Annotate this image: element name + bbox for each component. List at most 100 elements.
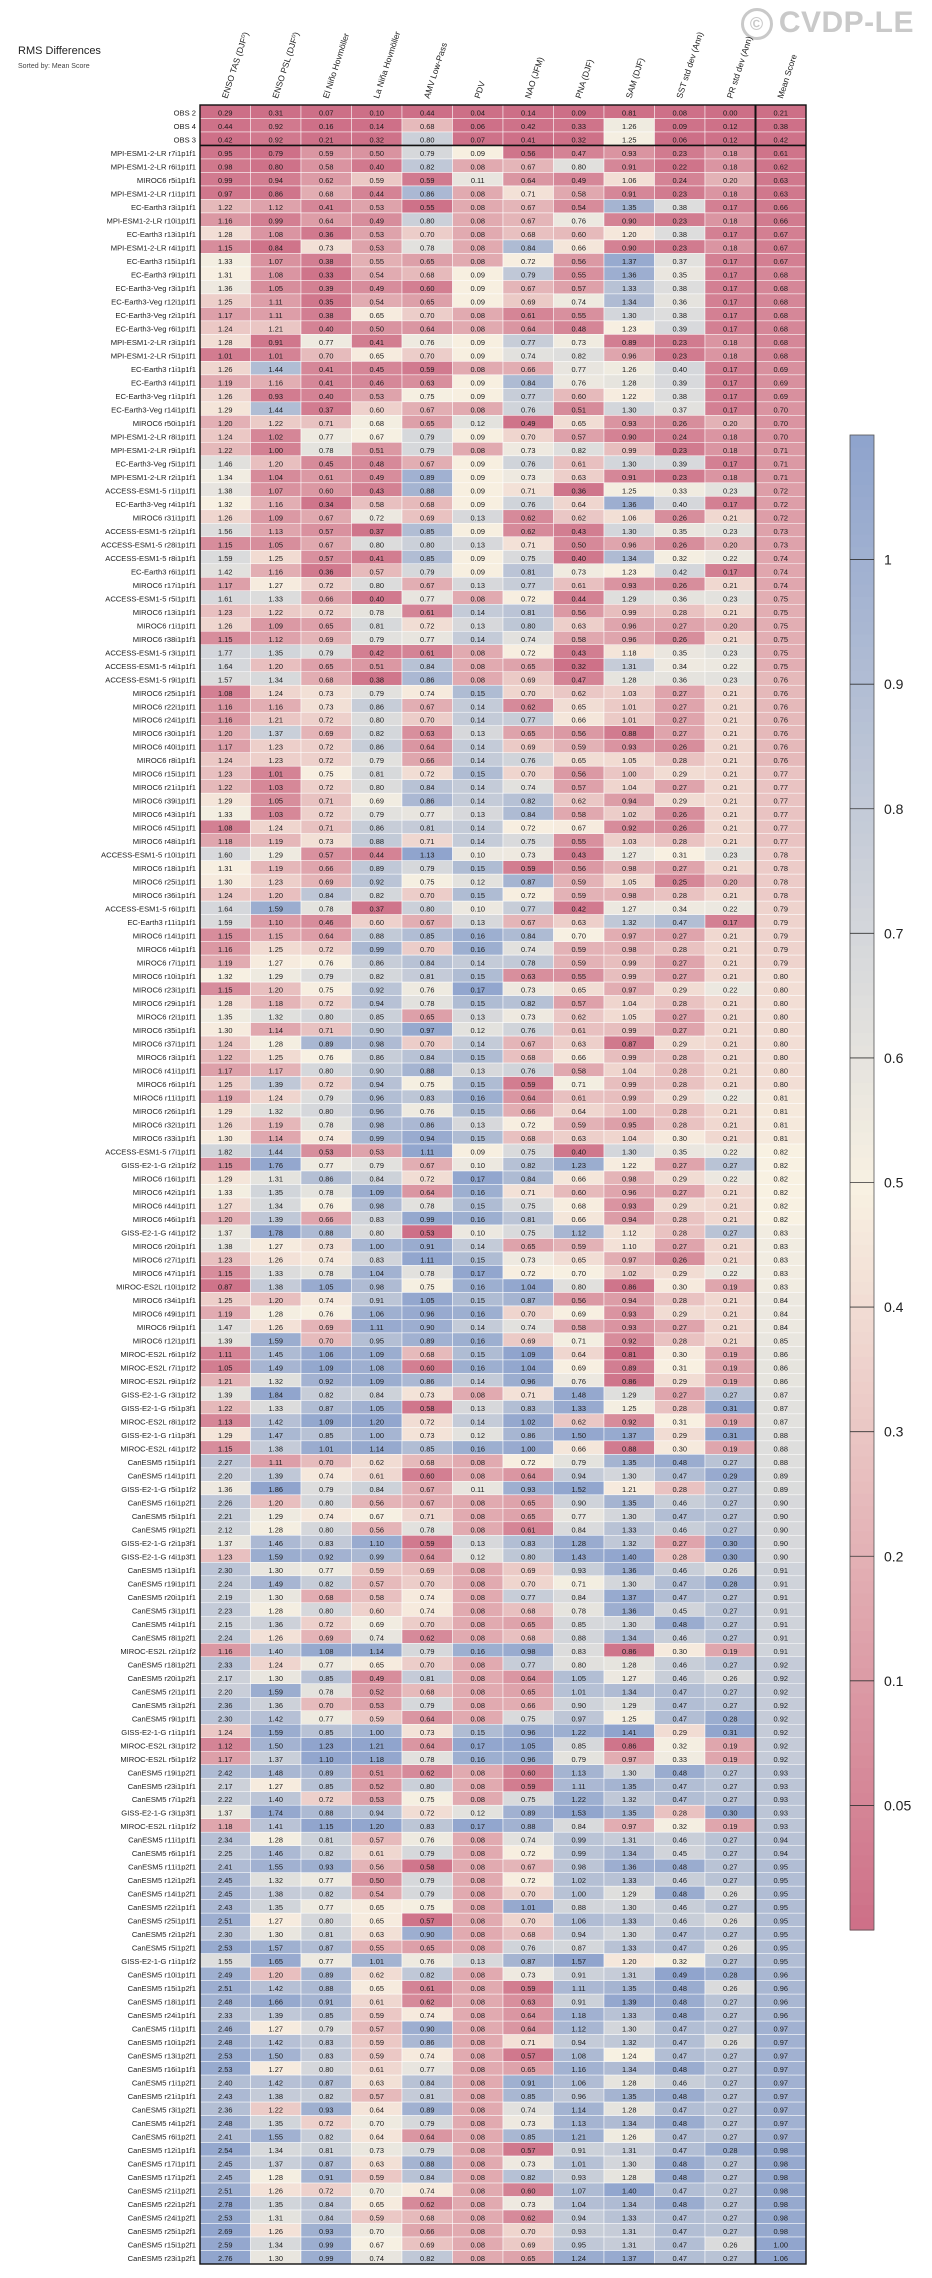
cell-value: 0.37 bbox=[370, 527, 384, 536]
cell-value: 0.96 bbox=[774, 1971, 788, 1980]
cell-value: 0.80 bbox=[370, 1229, 384, 1238]
cell-value: 0.14 bbox=[471, 716, 485, 725]
cell-value: 0.77 bbox=[319, 1903, 333, 1912]
cell-value: 0.21 bbox=[723, 743, 737, 752]
colorbar-segment bbox=[850, 1855, 874, 1869]
cell-value: 0.97 bbox=[774, 2052, 788, 2061]
cell-value: 0.27 bbox=[723, 1863, 737, 1872]
cell-value: 1.22 bbox=[622, 1161, 636, 1170]
cell-value: 0.98 bbox=[622, 864, 636, 873]
cell-value: 0.79 bbox=[269, 149, 283, 158]
cell-value: 0.92 bbox=[622, 1417, 636, 1426]
cell-value: 0.87 bbox=[319, 1944, 333, 1953]
cell-value: 0.13 bbox=[471, 1121, 485, 1130]
cell-value: 0.47 bbox=[673, 2146, 687, 2155]
cell-value: 0.78 bbox=[774, 851, 788, 860]
cell-value: 1.31 bbox=[622, 2227, 636, 2236]
cell-value: 0.08 bbox=[471, 1687, 485, 1696]
cell-value: 0.77 bbox=[572, 1512, 586, 1521]
cell-value: 0.82 bbox=[521, 999, 535, 1008]
cell-value: 0.81 bbox=[774, 1121, 788, 1130]
cell-value: 1.30 bbox=[622, 1903, 636, 1912]
cell-value: 0.68 bbox=[370, 419, 384, 428]
cell-value: 0.53 bbox=[370, 1795, 384, 1804]
cell-value: 0.13 bbox=[471, 581, 485, 590]
cell-value: 0.70 bbox=[370, 2227, 384, 2236]
cell-value: 1.25 bbox=[218, 297, 232, 306]
colorbar-segment bbox=[850, 1655, 874, 1669]
colorbar-segment bbox=[850, 1917, 874, 1931]
cell-value: 0.55 bbox=[572, 837, 586, 846]
cell-value: 0.84 bbox=[319, 891, 333, 900]
cell-value: 1.21 bbox=[269, 716, 283, 725]
cell-value: 1.29 bbox=[218, 1175, 232, 1184]
cell-value: 1.06 bbox=[572, 2079, 586, 2088]
cell-value: 1.35 bbox=[622, 2092, 636, 2101]
cell-value: 1.44 bbox=[269, 405, 283, 414]
cell-value: 0.47 bbox=[673, 1579, 687, 1588]
cell-value: 0.99 bbox=[622, 1053, 636, 1062]
cell-value: 0.26 bbox=[673, 540, 687, 549]
cell-value: 0.09 bbox=[471, 297, 485, 306]
cell-value: 0.75 bbox=[420, 1282, 434, 1291]
cell-value: 0.70 bbox=[319, 1701, 333, 1710]
cell-value: 0.84 bbox=[521, 1175, 535, 1184]
cell-value: 0.83 bbox=[319, 1539, 333, 1548]
row-label: CanESM5 r1i1p1f1 bbox=[132, 2025, 196, 2034]
cell-value: 0.13 bbox=[471, 918, 485, 927]
cell-value: 1.44 bbox=[269, 1148, 283, 1157]
colorbar-segment bbox=[850, 1307, 874, 1321]
cell-value: 1.31 bbox=[622, 662, 636, 671]
cell-value: 0.82 bbox=[774, 1202, 788, 1211]
row-label: EC-Earth3-Veg r12i1p1f1 bbox=[111, 297, 196, 306]
cell-value: 1.37 bbox=[269, 2160, 283, 2169]
cell-value: 0.77 bbox=[774, 824, 788, 833]
colorbar-segment bbox=[850, 808, 874, 822]
cell-value: 0.60 bbox=[319, 486, 333, 495]
cell-value: 0.87 bbox=[521, 1296, 535, 1305]
cell-value: 0.92 bbox=[774, 1674, 788, 1683]
cell-value: 0.88 bbox=[370, 837, 384, 846]
cell-value: 0.63 bbox=[572, 621, 586, 630]
cell-value: 0.21 bbox=[723, 864, 737, 873]
cell-value: 1.05 bbox=[622, 878, 636, 887]
cell-value: 0.59 bbox=[420, 365, 434, 374]
cell-value: 0.66 bbox=[521, 1701, 535, 1710]
cell-value: 0.58 bbox=[572, 1067, 586, 1076]
colorbar-segment bbox=[850, 1518, 874, 1532]
colorbar-segment bbox=[850, 1531, 874, 1545]
cell-value: 0.23 bbox=[673, 243, 687, 252]
cell-value: 0.80 bbox=[319, 1498, 333, 1507]
cell-value: 0.93 bbox=[622, 743, 636, 752]
cell-value: 0.14 bbox=[471, 702, 485, 711]
cell-value: 0.17 bbox=[471, 1175, 485, 1184]
cell-value: 0.77 bbox=[774, 783, 788, 792]
column-header: PDV bbox=[472, 80, 487, 100]
column-header: El Niño Hovmöller bbox=[321, 32, 352, 100]
cell-value: 0.86 bbox=[774, 1377, 788, 1386]
cell-value: 1.46 bbox=[269, 1539, 283, 1548]
cell-value: 0.94 bbox=[572, 1930, 586, 1939]
colorbar-tick-label: 0.9 bbox=[884, 676, 904, 692]
cell-value: 0.99 bbox=[622, 972, 636, 981]
cell-value: 1.08 bbox=[572, 2052, 586, 2061]
cell-value: 0.81 bbox=[774, 1094, 788, 1103]
cell-value: 0.67 bbox=[370, 1512, 384, 1521]
cell-value: 0.23 bbox=[673, 473, 687, 482]
cell-value: 0.55 bbox=[572, 270, 586, 279]
cell-value: 0.19 bbox=[723, 1282, 737, 1291]
cell-value: 0.18 bbox=[723, 473, 737, 482]
cell-value: 1.50 bbox=[269, 2052, 283, 2061]
colorbar-segment bbox=[850, 908, 874, 922]
cell-value: 1.38 bbox=[218, 1242, 232, 1251]
cell-value: 0.29 bbox=[673, 1431, 687, 1440]
cell-value: 0.08 bbox=[471, 2052, 485, 2061]
cell-value: 0.93 bbox=[319, 2227, 333, 2236]
colorbar-segment bbox=[850, 1182, 874, 1196]
cell-value: 0.15 bbox=[471, 1107, 485, 1116]
cell-value: 0.82 bbox=[521, 1161, 535, 1170]
row-label: MIROC6 r9i1p1f1 bbox=[137, 1323, 196, 1332]
cell-value: 0.79 bbox=[420, 149, 434, 158]
cell-value: 0.59 bbox=[572, 959, 586, 968]
colorbar-tick-label: 0.05 bbox=[884, 1797, 911, 1813]
